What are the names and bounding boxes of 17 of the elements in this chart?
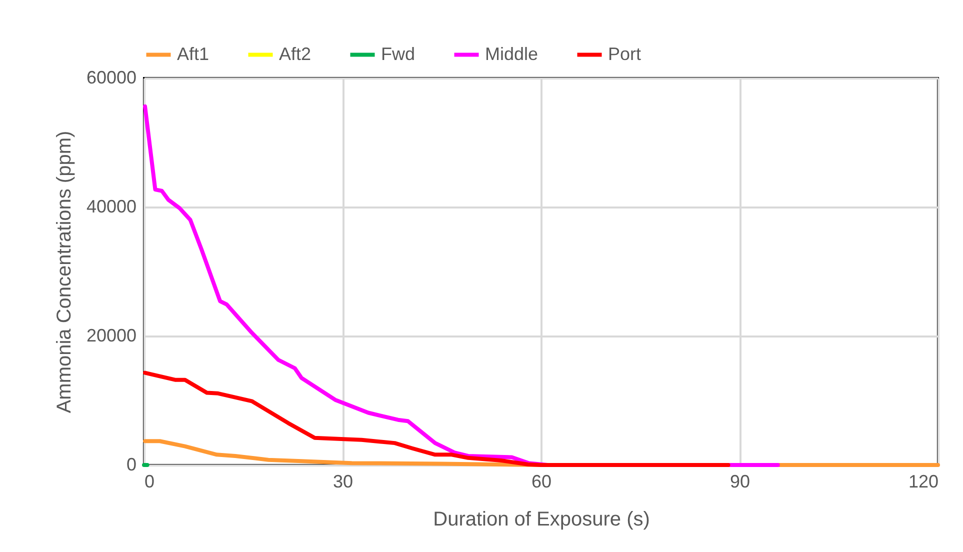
legend-label: Fwd [381, 44, 416, 64]
x-tick-label: 30 [332, 472, 354, 492]
x-tick-label: 120 [908, 472, 938, 492]
y-axis-title: Ammonia Concentrations (ppm) [53, 130, 76, 414]
y-tick-label: 20000 [86, 326, 136, 346]
legend-label: Aft1 [177, 44, 210, 64]
x-axis-title: Duration of Exposure (s) [433, 508, 650, 530]
legend-label: Aft2 [279, 44, 312, 64]
legend-label: Port [608, 44, 642, 64]
y-tick-label: 40000 [86, 196, 136, 216]
legend-label: Middle [485, 44, 538, 64]
x-tick-label: 60 [531, 472, 552, 492]
x-tick-label: 0 [144, 472, 155, 492]
x-tick-label: 90 [730, 472, 750, 492]
y-tick-label: 0 [126, 454, 136, 474]
line-series [142, 370, 730, 467]
y-tick-label: 60000 [86, 68, 136, 88]
